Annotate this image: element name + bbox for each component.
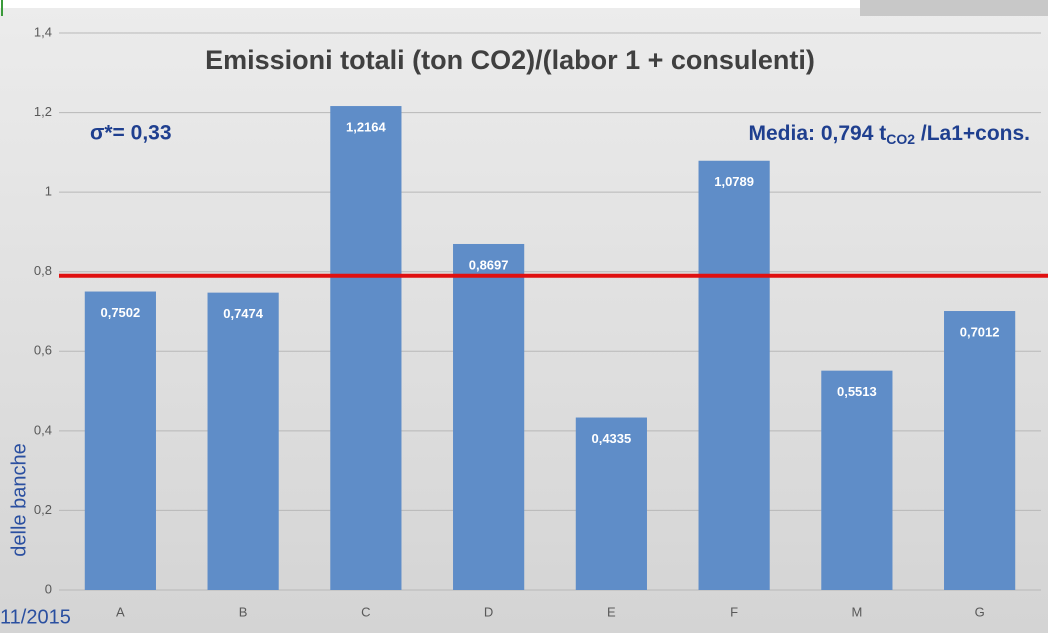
sigma-annotation: σ*= 0,33 bbox=[90, 122, 172, 145]
bar bbox=[575, 417, 647, 590]
x-tick-label: B bbox=[239, 604, 248, 619]
data-label: 0,7502 bbox=[100, 305, 140, 320]
data-label: 0,8697 bbox=[469, 257, 509, 272]
y-tick-label: 1,2 bbox=[34, 104, 52, 119]
y-tick-label: 0,2 bbox=[34, 502, 52, 517]
data-label: 0,7012 bbox=[960, 324, 1000, 339]
chart-title: Emissioni totali (ton CO2)/(labor 1 + co… bbox=[205, 45, 815, 75]
plot: 0 0,2 0,4 0,6 0,8 1 1,2 1,4 A 0,7502 B 0,7474 C 1,216… bbox=[34, 24, 1048, 619]
data-label: 0,4335 bbox=[591, 431, 631, 446]
x-tick-label: D bbox=[484, 604, 493, 619]
y-tick-label: 1,4 bbox=[34, 24, 52, 39]
bar bbox=[207, 292, 279, 590]
data-label: 0,7474 bbox=[223, 306, 264, 321]
bar bbox=[453, 243, 525, 590]
slide-date: 11/2015 bbox=[0, 606, 71, 628]
mean-tail: /La1+cons. bbox=[915, 122, 1030, 145]
mean-text: Media: 0,794 t bbox=[749, 122, 887, 145]
y-tick-label: 1 bbox=[45, 184, 52, 199]
x-tick-label: M bbox=[851, 604, 862, 619]
data-label: 0,5513 bbox=[837, 384, 877, 399]
x-tick-label: G bbox=[975, 604, 985, 619]
bar bbox=[698, 160, 770, 590]
data-label: 1,0789 bbox=[714, 174, 754, 189]
y-tick-label: 0 bbox=[45, 581, 52, 596]
y-tick-label: 0,4 bbox=[34, 422, 52, 437]
x-tick-label: A bbox=[116, 604, 125, 619]
data-label: 1,2164 bbox=[346, 119, 387, 134]
side-text: delle banche bbox=[8, 443, 30, 556]
mean-annotation: Media: 0,794 tCO2 /La1+cons. bbox=[749, 122, 1031, 147]
y-tick-label: 0,8 bbox=[34, 263, 52, 278]
slide-box bbox=[860, 0, 1048, 16]
bar bbox=[821, 370, 893, 590]
bar bbox=[330, 106, 402, 590]
y-tick-label: 0,6 bbox=[34, 343, 52, 358]
x-tick-label: F bbox=[730, 604, 738, 619]
bar bbox=[944, 311, 1016, 590]
x-tick-label: C bbox=[361, 604, 370, 619]
slide-margin bbox=[0, 0, 860, 8]
bar bbox=[84, 291, 156, 590]
mean-subscript: CO2 bbox=[886, 131, 915, 147]
x-tick-label: E bbox=[607, 604, 616, 619]
